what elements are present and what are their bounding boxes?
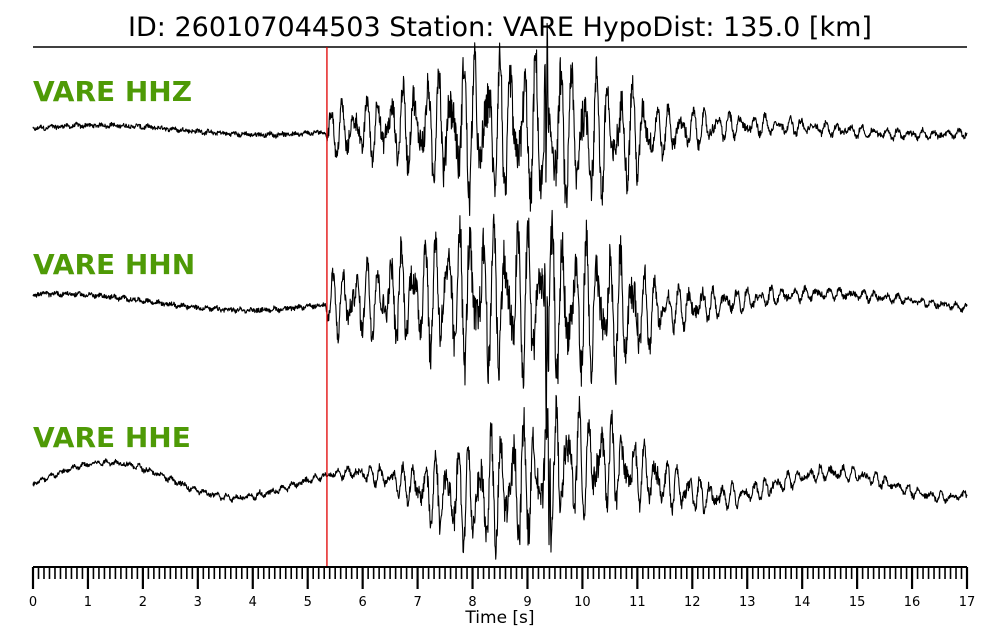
x-tick-label: 2: [139, 595, 147, 610]
x-axis: 0 1 2 3 4 5 6 7 8 9 10 11 12 13 14 15 16 17: [29, 566, 976, 610]
x-tick-label: 0: [29, 595, 37, 610]
x-tick-label: 6: [359, 595, 367, 610]
trace-vare-hhn: [32, 209, 968, 440]
x-tick-label: 14: [794, 595, 811, 610]
x-tick-label: 8: [468, 595, 476, 610]
x-tick-label: 11: [629, 595, 646, 610]
chart-title: ID: 260107044503 Station: VARE HypoDist:…: [128, 12, 872, 43]
x-tick-label: 5: [304, 595, 312, 610]
channel-label-hhn: VARE HHN: [33, 248, 195, 281]
x-tick-label: 15: [849, 595, 866, 610]
x-tick-label: 7: [413, 595, 421, 610]
x-axis-label: Time [s]: [464, 608, 534, 628]
x-tick-label: 17: [959, 595, 976, 610]
x-tick-label: 9: [523, 595, 531, 610]
x-tick-label: 4: [249, 595, 257, 610]
x-tick-label: 10: [574, 595, 591, 610]
traces-group: [32, 22, 968, 560]
x-tick-label: 13: [739, 595, 756, 610]
x-tick-label: 12: [684, 595, 701, 610]
trace-vare-hhz: [32, 22, 968, 217]
trace-vare-hhe: [32, 394, 968, 560]
x-tick-label: 1: [84, 595, 92, 610]
x-tick-label: 16: [904, 595, 921, 610]
channel-label-hhe: VARE HHE: [33, 421, 191, 454]
channel-label-hhz: VARE HHZ: [33, 75, 192, 108]
x-tick-label: 3: [194, 595, 202, 610]
